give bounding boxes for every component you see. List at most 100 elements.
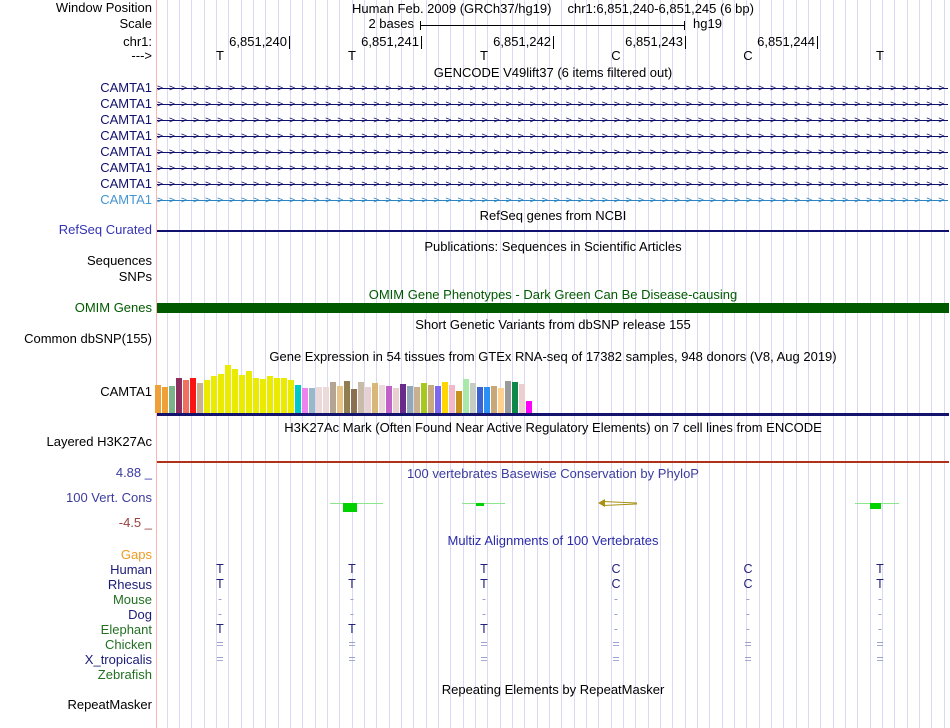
gtex-bar[interactable] (477, 387, 483, 413)
gencode-transcript-line[interactable] (157, 200, 948, 201)
conservation-score-block[interactable] (476, 503, 484, 506)
omim-genes-bar[interactable] (157, 303, 949, 313)
gtex-bar[interactable] (267, 376, 273, 413)
gtex-bar[interactable] (372, 383, 378, 413)
gtex-bar[interactable] (204, 380, 210, 413)
gtex-bar[interactable] (358, 382, 364, 413)
gencode-transcript-row[interactable]: >>>>>>>>>>>>>>>>>>>>>>>>>>>>>>>>>>>>>>>>… (157, 163, 948, 174)
gtex-bar[interactable] (162, 387, 168, 413)
gtex-bar[interactable] (253, 378, 259, 413)
gtex-bar[interactable] (344, 381, 350, 413)
gtex-bar[interactable] (323, 387, 329, 413)
conservation-gap-arrow[interactable] (602, 503, 637, 506)
gtex-bar[interactable] (505, 381, 511, 413)
species-label-elephant[interactable]: Elephant (100, 622, 152, 637)
gencode-transcript-row[interactable]: >>>>>>>>>>>>>>>>>>>>>>>>>>>>>>>>>>>>>>>>… (157, 131, 948, 142)
gtex-bar[interactable] (379, 385, 385, 413)
gtex-bar[interactable] (400, 384, 406, 413)
repeatmasker-label[interactable]: RepeatMasker (67, 697, 152, 712)
gencode-transcript-line[interactable] (157, 136, 948, 137)
gtex-bar[interactable] (260, 379, 266, 413)
species-label-mouse[interactable]: Mouse (112, 592, 152, 607)
species-label-chicken[interactable]: Chicken (105, 637, 152, 652)
gtex-bar[interactable] (526, 401, 532, 413)
species-label-zebrafish[interactable]: Zebrafish (97, 667, 152, 682)
gtex-bar[interactable] (169, 386, 175, 413)
gtex-bar[interactable] (449, 385, 455, 413)
gtex-bar[interactable] (428, 385, 434, 413)
gtex-bar[interactable] (365, 387, 371, 413)
gtex-bar[interactable] (183, 380, 189, 413)
gtex-gene-label[interactable]: CAMTA1 (100, 384, 152, 399)
gencode-gene-label[interactable]: CAMTA1 (100, 112, 152, 127)
gtex-bar[interactable] (288, 380, 294, 413)
gtex-bar[interactable] (316, 387, 322, 413)
gtex-bar[interactable] (442, 382, 448, 413)
refseq-curated-label[interactable]: RefSeq Curated (58, 222, 152, 237)
gtex-bar[interactable] (484, 387, 490, 413)
gencode-transcript-row[interactable]: >>>>>>>>>>>>>>>>>>>>>>>>>>>>>>>>>>>>>>>>… (157, 147, 948, 158)
gencode-transcript-line[interactable] (157, 152, 948, 153)
gencode-transcript-row[interactable]: >>>>>>>>>>>>>>>>>>>>>>>>>>>>>>>>>>>>>>>>… (157, 99, 948, 110)
common-dbsnp-label[interactable]: Common dbSNP(155) (24, 331, 152, 346)
gtex-bar[interactable] (491, 386, 497, 413)
gtex-bar[interactable] (239, 375, 245, 413)
gtex-bar[interactable] (435, 386, 441, 413)
gencode-transcript-line[interactable] (157, 120, 948, 121)
gtex-bar[interactable] (302, 388, 308, 413)
gencode-transcript-line[interactable] (157, 184, 948, 185)
species-label-gaps[interactable]: Gaps (120, 547, 152, 562)
gencode-gene-label[interactable]: CAMTA1 (100, 96, 152, 111)
gtex-bar[interactable] (274, 378, 280, 413)
gencode-gene-label[interactable]: CAMTA1 (100, 128, 152, 143)
gencode-transcript-row[interactable]: >>>>>>>>>>>>>>>>>>>>>>>>>>>>>>>>>>>>>>>>… (157, 179, 948, 190)
gtex-bar[interactable] (407, 386, 413, 413)
gtex-bar[interactable] (386, 386, 392, 413)
gtex-bar[interactable] (197, 383, 203, 413)
gencode-transcript-row[interactable]: >>>>>>>>>>>>>>>>>>>>>>>>>>>>>>>>>>>>>>>>… (157, 115, 948, 126)
gencode-gene-label[interactable]: CAMTA1 (100, 192, 152, 207)
gencode-gene-label[interactable]: CAMTA1 (100, 176, 152, 191)
gtex-bar[interactable] (498, 388, 504, 413)
species-label-rhesus[interactable]: Rhesus (107, 577, 152, 592)
gtex-bar[interactable] (246, 371, 252, 413)
snps-label[interactable]: SNPs (118, 269, 152, 284)
gtex-bar[interactable] (309, 388, 315, 413)
h3k27ac-track-line[interactable] (157, 461, 949, 463)
omim-genes-label[interactable]: OMIM Genes (74, 300, 152, 315)
gencode-gene-label[interactable]: CAMTA1 (100, 144, 152, 159)
gtex-bar[interactable] (421, 383, 427, 413)
gtex-bar[interactable] (295, 385, 301, 413)
gtex-bar[interactable] (330, 382, 336, 413)
gencode-gene-label[interactable]: CAMTA1 (100, 160, 152, 175)
gencode-transcript-line[interactable] (157, 104, 948, 105)
gtex-bar[interactable] (281, 378, 287, 413)
refseq-curated-track[interactable] (157, 230, 949, 232)
gtex-bar[interactable] (225, 365, 231, 413)
conservation-score-block[interactable] (870, 503, 881, 509)
gtex-bar[interactable] (456, 391, 462, 413)
gtex-bar[interactable] (176, 378, 182, 413)
species-label-human[interactable]: Human (110, 562, 152, 577)
gtex-bar[interactable] (393, 388, 399, 413)
conservation-score-block[interactable] (343, 503, 357, 512)
gtex-bar[interactable] (218, 374, 224, 413)
gencode-transcript-row[interactable]: >>>>>>>>>>>>>>>>>>>>>>>>>>>>>>>>>>>>>>>>… (157, 195, 948, 206)
species-label-dog[interactable]: Dog (128, 607, 152, 622)
gtex-bar[interactable] (211, 376, 217, 413)
gtex-bar[interactable] (470, 383, 476, 413)
gtex-bar[interactable] (414, 387, 420, 413)
gencode-transcript-line[interactable] (157, 88, 948, 89)
gtex-bar[interactable] (519, 384, 525, 413)
gtex-bar[interactable] (155, 385, 161, 413)
vert-cons-label[interactable]: 100 Vert. Cons (66, 490, 152, 505)
layered-h3k27ac-label[interactable]: Layered H3K27Ac (46, 434, 152, 449)
gtex-bar[interactable] (337, 386, 343, 413)
gtex-bar[interactable] (190, 378, 196, 413)
species-label-x-tropicalis[interactable]: X_tropicalis (84, 652, 152, 667)
gencode-transcript-line[interactable] (157, 168, 948, 169)
gtex-bar[interactable] (512, 382, 518, 413)
gencode-gene-label[interactable]: CAMTA1 (100, 80, 152, 95)
conservation-gap-arrowhead[interactable] (598, 499, 605, 507)
gtex-bar[interactable] (351, 389, 357, 413)
